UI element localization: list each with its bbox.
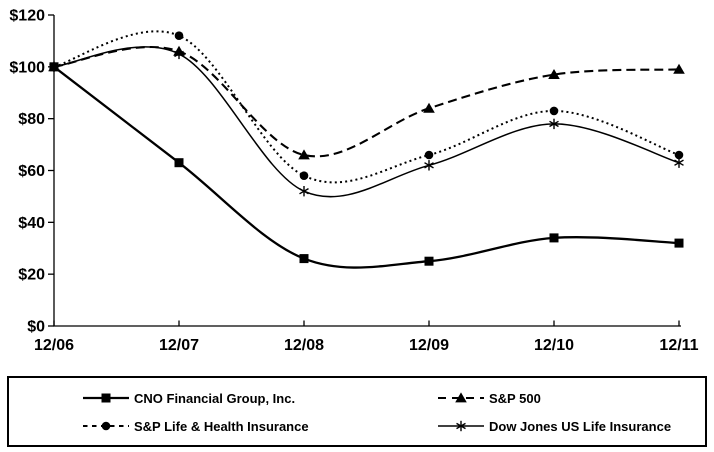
marker-circle — [549, 106, 559, 116]
y-tick-label: $0 — [27, 319, 45, 336]
x-tick-label: 12/08 — [284, 337, 324, 354]
legend-label: Dow Jones US Life Insurance — [489, 418, 672, 434]
series-line-asterisk — [53, 46, 680, 198]
marker-square — [101, 393, 111, 403]
marker-circle — [674, 150, 684, 160]
series-line-square — [53, 65, 680, 269]
marker-square — [49, 62, 59, 72]
legend-key-circle — [83, 421, 129, 431]
y-tick-label: $100 — [9, 59, 45, 76]
x-tick-label: 12/06 — [34, 337, 74, 354]
marker-asterisk — [456, 420, 466, 432]
marker-triangle — [455, 392, 467, 403]
marker-square — [299, 254, 309, 264]
series-line-triangle — [53, 46, 680, 158]
x-tick-label: 12/10 — [534, 337, 574, 354]
marker-triangle — [423, 102, 435, 113]
legend-item-circle: S&P Life & Health Insurance — [83, 418, 309, 434]
legend: CNO Financial Group, Inc. S&P 500 S&P Life… — [7, 376, 707, 447]
marker-circle — [424, 150, 434, 160]
y-tick-label: $120 — [9, 8, 45, 25]
series-line-circle — [53, 30, 680, 184]
series-markers-circle — [49, 31, 684, 180]
series-markers-square — [49, 62, 684, 266]
marker-square — [174, 158, 184, 168]
legend-item-triangle: S&P 500 — [438, 390, 541, 406]
marker-asterisk — [424, 160, 434, 171]
y-tick-label: $20 — [18, 267, 45, 284]
marker-circle — [299, 171, 309, 180]
marker-circle — [174, 31, 184, 40]
marker-asterisk — [549, 118, 559, 130]
marker-square — [674, 238, 684, 248]
marker-triangle — [298, 149, 310, 160]
marker-asterisk — [674, 157, 684, 168]
legend-key-square — [83, 393, 129, 403]
legend-label: S&P Life & Health Insurance — [134, 418, 309, 434]
x-tick-label: 12/07 — [159, 337, 199, 354]
legend-label: S&P 500 — [489, 390, 541, 406]
legend-label: CNO Financial Group, Inc. — [134, 390, 296, 406]
legend-item-asterisk: Dow Jones US Life Insurance — [438, 418, 671, 434]
x-tick-label: 12/11 — [659, 337, 698, 354]
marker-asterisk — [299, 186, 309, 197]
marker-triangle — [548, 69, 560, 79]
legend-key-triangle — [438, 392, 484, 403]
x-tick-label: 12/09 — [409, 337, 449, 354]
marker-asterisk — [174, 48, 184, 60]
legend-item-square: CNO Financial Group, Inc. — [83, 390, 295, 406]
y-tick-label: $80 — [18, 111, 45, 128]
marker-square — [549, 233, 559, 243]
marker-square — [424, 256, 434, 266]
y-tick-label: $60 — [18, 163, 45, 180]
legend-key-asterisk — [438, 420, 484, 432]
series-markers-triangle — [48, 45, 685, 160]
marker-circle — [101, 421, 111, 431]
marker-triangle — [673, 63, 685, 74]
plot-area: $0 $20 $40 $60 $80 $100 $120 12/06 12/07 12/08 12/… — [9, 8, 698, 355]
y-tick-label: $40 — [18, 215, 45, 232]
